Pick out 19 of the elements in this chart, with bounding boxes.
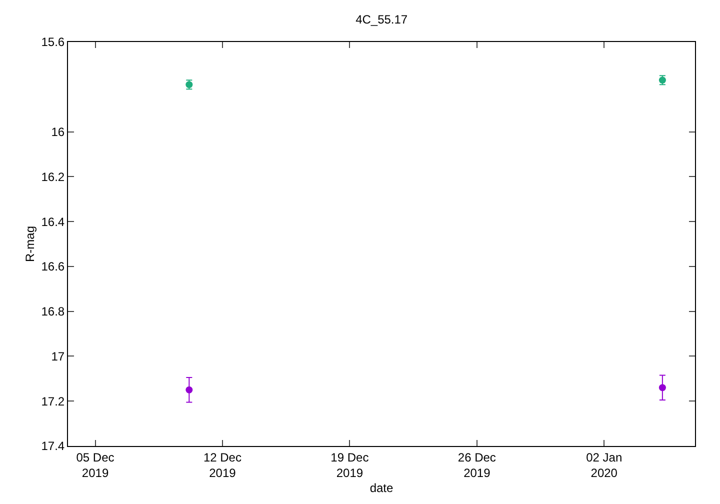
y-tick-label: 16.8 [41,304,65,319]
x-tick-label: 26 Dec 2019 [458,450,496,480]
point [186,386,193,394]
y-tick-label: 16.2 [41,170,65,184]
x-tick-label: 19 Dec 2019 [330,450,369,480]
y-tick-label: 17 [51,349,65,364]
point [658,384,666,392]
y-tick-label: 16 [51,124,65,139]
chart-title: 4C_55.17 [356,12,408,27]
y-tick-label: 16.6 [41,260,65,274]
x-tick-label: 12 Dec 2019 [203,450,242,480]
y-tick-label: 17.4 [41,439,65,454]
y-tick-label: 17.2 [41,394,65,408]
y-tick-label: 16.4 [41,214,65,229]
y-tick-label: 15.6 [41,35,65,50]
x-tick-label: 02 Jan 2020 [586,450,622,480]
x-tick-label: 05 Dec 2019 [76,450,114,480]
y-axis-title: R-mag [23,226,37,262]
x-axis-title: date [370,480,394,495]
